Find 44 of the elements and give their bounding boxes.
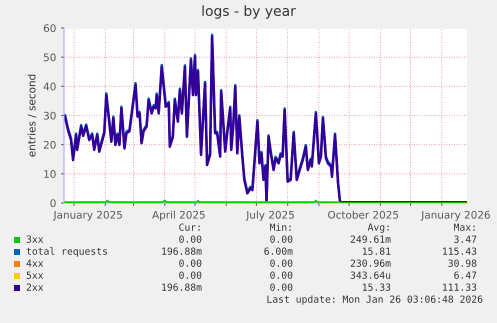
text: 0.00 (270, 283, 292, 291)
text: 230.96m (350, 259, 391, 267)
x-tick-label: April 2025 (152, 210, 205, 221)
text: 249.61m (350, 235, 391, 243)
text: 0.00 (179, 259, 202, 267)
text: 0.00 (270, 235, 292, 243)
x-tick-label: October 2025 (328, 210, 398, 219)
text: Last update: Mon Jan 26 03:06:48 2026 (267, 295, 482, 305)
text: 0.00 (270, 259, 292, 267)
text: 196.88m (162, 247, 202, 255)
legend-label: 2xx (26, 283, 44, 291)
text: 6.00m (264, 247, 293, 255)
text: 0.00 (179, 235, 202, 243)
x-tick-label: January 2026 (420, 210, 490, 221)
text: Min: (270, 223, 291, 231)
text: Cur: (179, 223, 200, 231)
y-tick-label: 60 (44, 24, 56, 32)
text: Avg: (368, 224, 389, 233)
text: 115.43 (443, 247, 476, 255)
legend-label: 4xx (26, 260, 44, 267)
y-tick-label: 10 (44, 170, 56, 178)
text: 0.00 (270, 271, 292, 279)
text: 15.81 (362, 247, 390, 255)
text: 196.88m (162, 283, 202, 291)
y-tick-label: 30 (44, 112, 56, 120)
y-tick-label: 40 (44, 82, 56, 90)
y-tick-label: 0 (50, 199, 56, 208)
legend-label: 3xx (26, 235, 44, 243)
chart-title: logs - by year (202, 5, 296, 19)
text: 3.47 (454, 235, 476, 243)
y-tick-label: 20 (44, 140, 56, 149)
text: 111.33 (443, 283, 476, 291)
y-tick-label: 50 (44, 53, 56, 62)
legend-label: 5xx (26, 272, 44, 279)
text: 6.47 (454, 271, 476, 279)
x-tick-label: July 2025 (246, 210, 294, 221)
legend-label: total requests (26, 247, 107, 257)
text: 343.64u (350, 271, 390, 279)
text: 30.98 (448, 259, 476, 267)
x-tick-label: January 2025 (52, 210, 122, 221)
y-axis-title: entries / second (27, 74, 36, 157)
text: Max: (454, 224, 475, 231)
text: 0.00 (179, 271, 202, 279)
text: 15.33 (362, 283, 390, 291)
